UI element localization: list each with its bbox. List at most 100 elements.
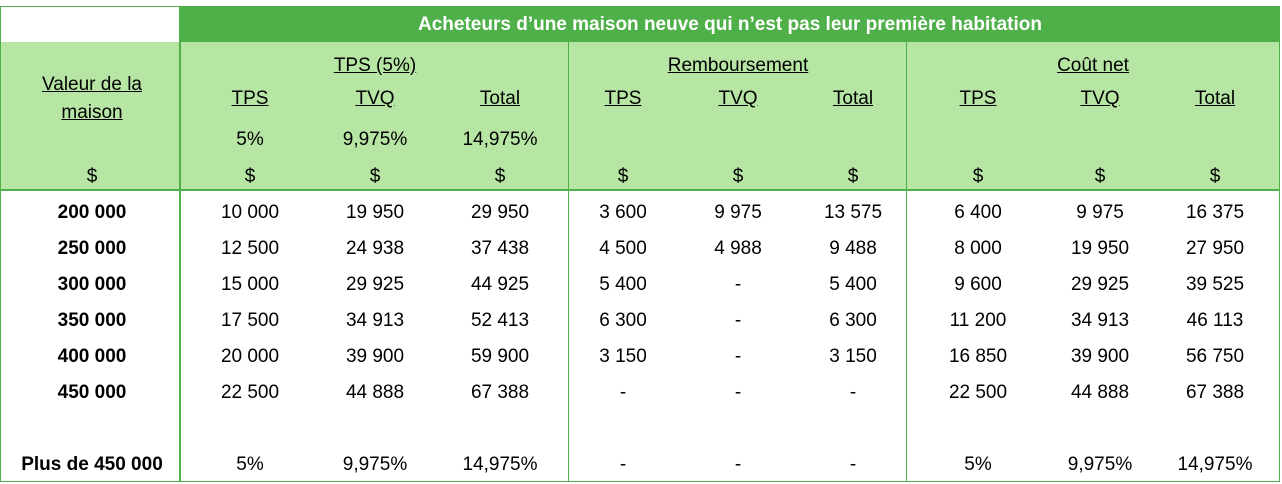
cell: 39 900 bbox=[345, 346, 405, 367]
cell: 6 300 bbox=[829, 310, 877, 331]
cell: 9,975% bbox=[1067, 454, 1133, 475]
cell: 46 113 bbox=[1186, 310, 1244, 331]
currency: $ bbox=[244, 166, 256, 187]
cell: 27 950 bbox=[1185, 238, 1245, 259]
cell: 9 600 bbox=[954, 274, 1002, 295]
cell: 29 925 bbox=[345, 274, 405, 295]
cell: 29 950 bbox=[470, 202, 530, 223]
cell: 6 300 bbox=[599, 310, 647, 331]
cell: 44 925 bbox=[470, 274, 530, 295]
currency: $ bbox=[86, 166, 98, 187]
cell: 44 888 bbox=[345, 382, 405, 403]
first-col-header: Valeur de la maison bbox=[42, 74, 142, 123]
cell: 19 950 bbox=[345, 202, 405, 223]
cell: 52 413 bbox=[470, 310, 530, 331]
cell: 9 975 bbox=[714, 202, 762, 223]
cell: 37 438 bbox=[470, 238, 530, 259]
currency: $ bbox=[494, 166, 506, 187]
cell: 5 400 bbox=[599, 274, 647, 295]
row-label: 450 000 bbox=[57, 382, 127, 403]
subcolumn-header: Total bbox=[832, 88, 874, 109]
cell: 67 388 bbox=[470, 382, 530, 403]
cell: 9 975 bbox=[1076, 202, 1124, 223]
header-band bbox=[0, 42, 1280, 190]
row-label: Plus de 450 000 bbox=[21, 454, 163, 475]
cell: 34 913 bbox=[345, 310, 405, 331]
rate: 9,975% bbox=[342, 129, 408, 150]
currency: $ bbox=[732, 166, 744, 187]
cell: 39 900 bbox=[1070, 346, 1130, 367]
subcolumn-header: TPS bbox=[231, 88, 269, 109]
cell: - bbox=[619, 454, 627, 475]
cell: 6 400 bbox=[954, 202, 1002, 223]
cell: 39 525 bbox=[1185, 274, 1245, 295]
cell: - bbox=[734, 346, 742, 367]
cell: 15 000 bbox=[220, 274, 280, 295]
cell: 12 500 bbox=[220, 238, 280, 259]
cell: 16 375 bbox=[1185, 202, 1245, 223]
subcolumn-header: TVQ bbox=[718, 88, 758, 109]
cell: 19 950 bbox=[1070, 238, 1130, 259]
header-rule bbox=[0, 189, 1280, 191]
col-divider bbox=[568, 42, 569, 481]
title: Acheteurs d’une maison neuve qui n’est p… bbox=[418, 14, 1042, 35]
row-label: 400 000 bbox=[57, 346, 127, 367]
cell: 14,975% bbox=[462, 454, 538, 475]
col-divider bbox=[179, 6, 181, 481]
cell: - bbox=[619, 382, 627, 403]
cell: 9,975% bbox=[342, 454, 408, 475]
currency: $ bbox=[1094, 166, 1106, 187]
currency: $ bbox=[369, 166, 381, 187]
cell: 4 500 bbox=[599, 238, 647, 259]
cell: 3 600 bbox=[599, 202, 647, 223]
cell: - bbox=[849, 382, 857, 403]
subcolumn-header: TVQ bbox=[1080, 88, 1120, 109]
row-label: 200 000 bbox=[57, 202, 127, 223]
rate: 5% bbox=[236, 129, 264, 150]
cell: 24 938 bbox=[345, 238, 405, 259]
cell: 3 150 bbox=[599, 346, 647, 367]
cell: 17 500 bbox=[220, 310, 280, 331]
cell: 13 575 bbox=[823, 202, 883, 223]
cell: 34 913 bbox=[1070, 310, 1130, 331]
row-label: 300 000 bbox=[57, 274, 127, 295]
table-border bbox=[0, 6, 1280, 482]
cell: 14,975% bbox=[1177, 454, 1253, 475]
cell: 29 925 bbox=[1070, 274, 1130, 295]
row-label: 350 000 bbox=[57, 310, 127, 331]
subcolumn-header: TPS bbox=[604, 88, 642, 109]
cell: 20 000 bbox=[220, 346, 280, 367]
cell: 5% bbox=[964, 454, 992, 475]
cell: 22 500 bbox=[220, 382, 280, 403]
cell: 5% bbox=[236, 454, 264, 475]
cell: 4 988 bbox=[714, 238, 762, 259]
group-header: TPS (5%) bbox=[333, 55, 417, 76]
cell: 11 200 bbox=[949, 310, 1007, 331]
cell: 67 388 bbox=[1185, 382, 1245, 403]
cell: 56 750 bbox=[1185, 346, 1245, 367]
col-divider bbox=[906, 42, 907, 481]
subcolumn-header: Total bbox=[1194, 88, 1236, 109]
cell: 8 000 bbox=[954, 238, 1002, 259]
cell: - bbox=[849, 454, 857, 475]
group-header: Coût net bbox=[1057, 55, 1129, 76]
cell: - bbox=[734, 382, 742, 403]
currency: $ bbox=[1209, 166, 1221, 187]
cell: 9 488 bbox=[829, 238, 877, 259]
row-label: 250 000 bbox=[57, 238, 127, 259]
cell: 3 150 bbox=[829, 346, 877, 367]
subcolumn-header: Total bbox=[479, 88, 521, 109]
subcolumn-header: TPS bbox=[959, 88, 997, 109]
title-band bbox=[180, 6, 1280, 42]
cell: 5 400 bbox=[829, 274, 877, 295]
rate: 14,975% bbox=[462, 129, 538, 150]
subcolumn-header: TVQ bbox=[355, 88, 395, 109]
cell: 44 888 bbox=[1070, 382, 1130, 403]
group-header: Remboursement bbox=[667, 55, 809, 76]
cell: 59 900 bbox=[470, 346, 530, 367]
cell: 16 850 bbox=[948, 346, 1008, 367]
cell: - bbox=[734, 310, 742, 331]
cell: 22 500 bbox=[948, 382, 1008, 403]
cell: - bbox=[734, 454, 742, 475]
